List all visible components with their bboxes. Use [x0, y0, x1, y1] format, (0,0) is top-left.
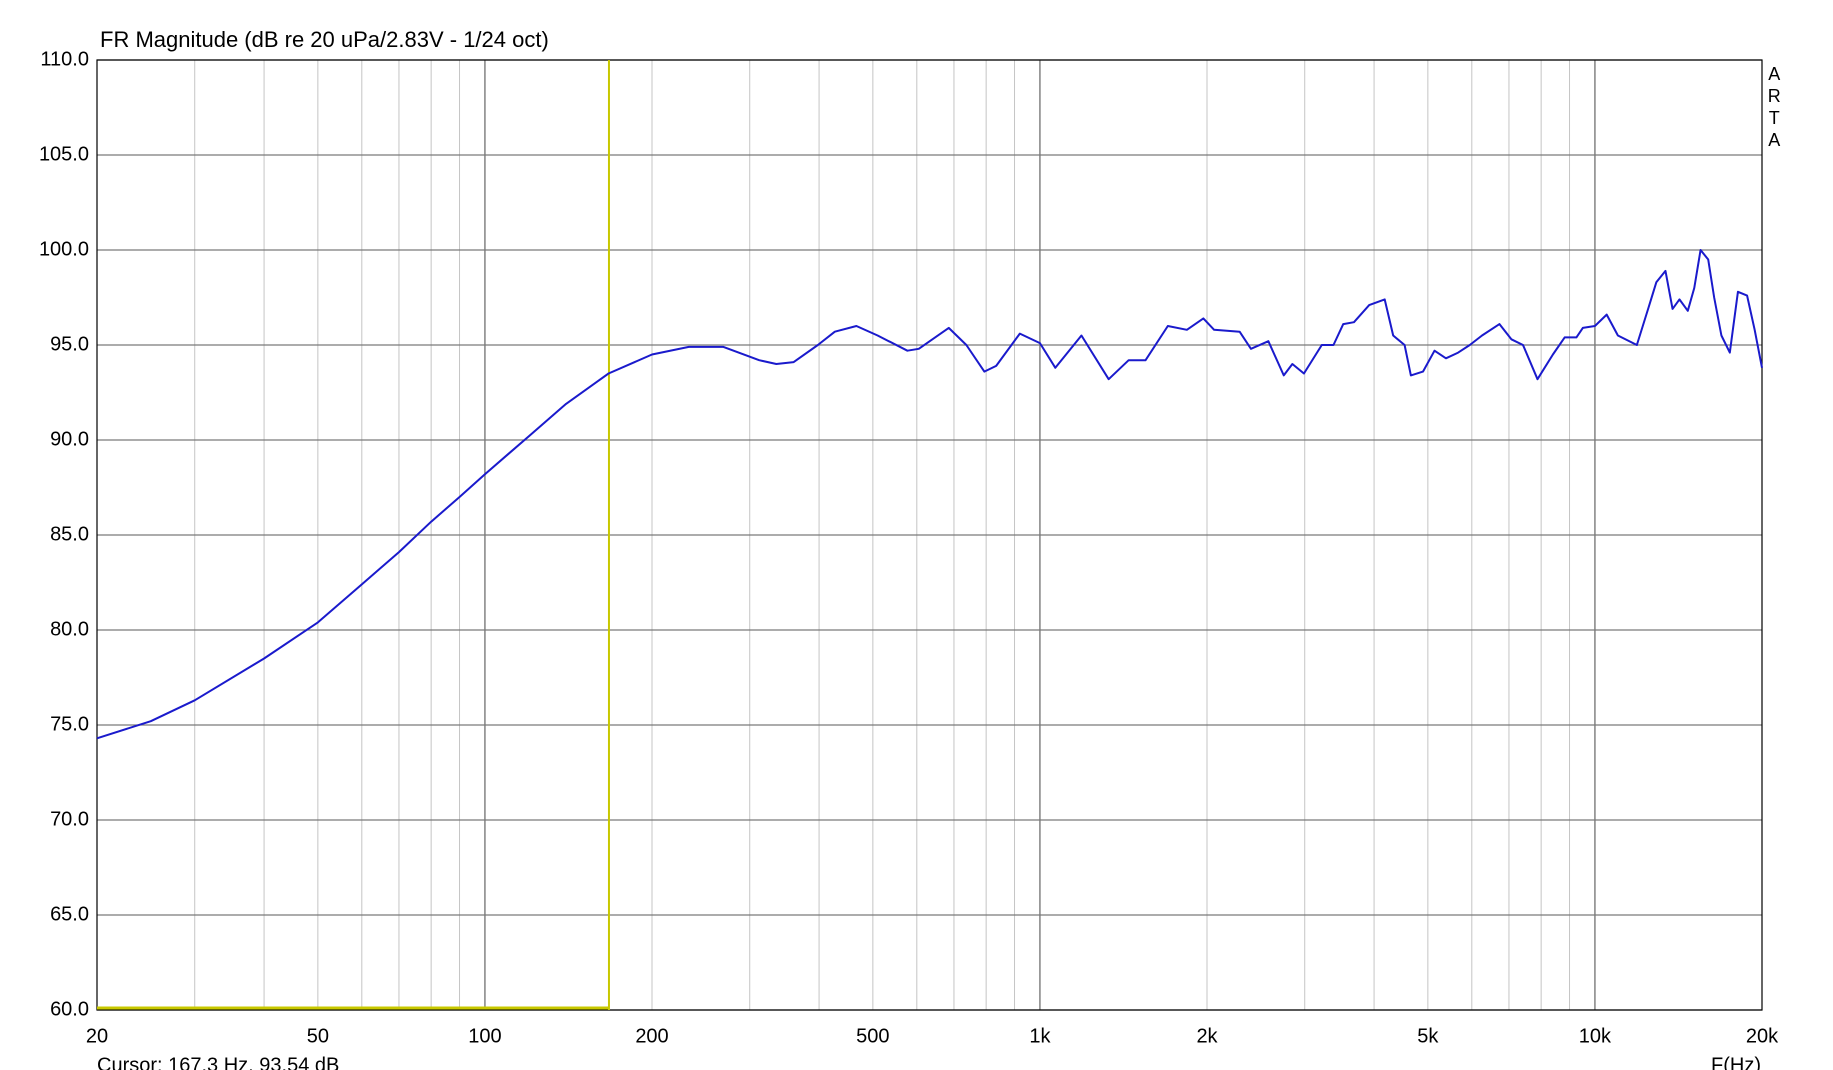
y-tick-label: 90.0 — [50, 428, 89, 450]
x-tick-label: 5k — [1417, 1025, 1439, 1047]
y-tick-label: 105.0 — [39, 143, 89, 165]
y-tick-label: 60.0 — [50, 998, 89, 1020]
watermark: ARTA — [1764, 64, 1784, 152]
x-tick-label: 10k — [1579, 1025, 1612, 1047]
x-tick-label: 200 — [635, 1025, 668, 1047]
y-tick-label: 100.0 — [39, 238, 89, 260]
x-tick-label: 2k — [1196, 1025, 1218, 1047]
y-tick-label: 65.0 — [50, 903, 89, 925]
x-tick-label: 50 — [307, 1025, 329, 1047]
y-tick-label: 95.0 — [50, 333, 89, 355]
x-tick-label: 500 — [856, 1025, 889, 1047]
y-tick-label: 75.0 — [50, 713, 89, 735]
chart-title: FR Magnitude (dB re 20 uPa/2.83V - 1/24 … — [100, 27, 549, 52]
x-tick-label: 20 — [86, 1025, 108, 1047]
x-tick-label: 100 — [468, 1025, 501, 1047]
y-tick-label: 70.0 — [50, 808, 89, 830]
x-tick-label: 1k — [1029, 1025, 1051, 1047]
fr-curve — [96, 249, 1763, 740]
x-tick-label: 20k — [1746, 1025, 1779, 1047]
y-tick-label: 110.0 — [40, 48, 89, 70]
x-axis-label: F(Hz) — [1711, 1054, 1761, 1070]
y-tick-label: 85.0 — [50, 523, 89, 545]
y-tick-label: 80.0 — [50, 618, 89, 640]
plot-frame — [96, 59, 1763, 1011]
cursor-readout: Cursor: 167.3 Hz, 93.54 dB — [97, 1054, 339, 1070]
